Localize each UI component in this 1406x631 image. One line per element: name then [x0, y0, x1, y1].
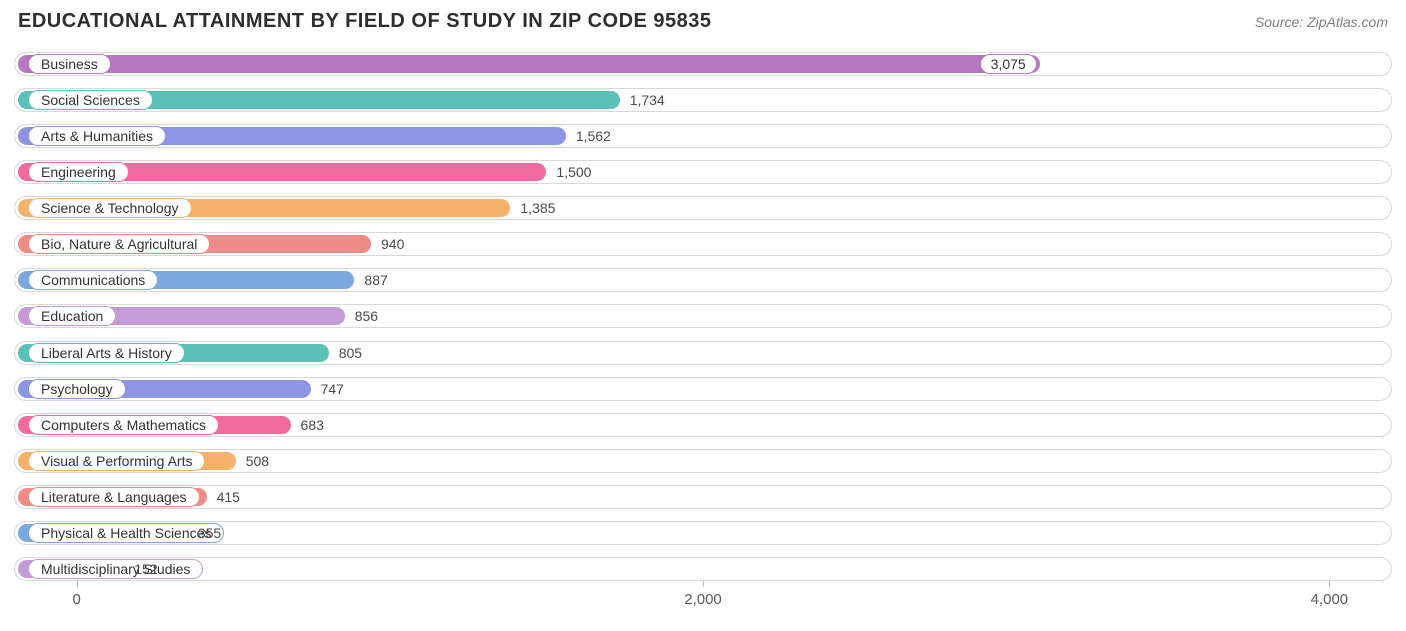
bar-value-label: 1,500	[556, 164, 591, 180]
bar-row: Communications 887	[14, 266, 1392, 294]
chart-x-axis: 0 2,000 4,000	[14, 583, 1392, 613]
axis-tick-label: 2,000	[684, 591, 722, 608]
bar-category-label: Arts & Humanities	[28, 126, 166, 146]
bar-category-label: Business	[28, 54, 111, 74]
chart-source: Source: ZipAtlas.com	[1255, 14, 1388, 30]
bar-value-label: 805	[339, 345, 362, 361]
axis-tick-mark	[1329, 581, 1330, 587]
bar-row: Arts & Humanities 1,562	[14, 122, 1392, 150]
bar-row: Liberal Arts & History 805	[14, 339, 1392, 367]
bar-row: Business 3,075	[14, 50, 1392, 78]
bar-category-label: Science & Technology	[28, 198, 192, 218]
bar-category-label: Education	[28, 306, 116, 326]
bar-track	[14, 557, 1392, 581]
bar-row: Physical & Health Sciences355	[14, 519, 1392, 547]
axis-tick-label: 0	[72, 591, 80, 608]
bar-row: Multidisciplinary Studies152	[14, 555, 1392, 583]
bar-value-label: 887	[364, 272, 387, 288]
bar-category-label: Computers & Mathematics	[28, 415, 219, 435]
bar-value-label: 1,734	[630, 92, 665, 108]
bar-row: Engineering 1,500	[14, 158, 1392, 186]
axis-tick-mark	[703, 581, 704, 587]
bar-value-label: 940	[381, 236, 404, 252]
axis-tick-label: 4,000	[1311, 591, 1349, 608]
bar-value-label: 747	[321, 381, 344, 397]
bar-category-label: Multidisciplinary Studies	[28, 559, 203, 579]
bar-row: Education 856	[14, 302, 1392, 330]
bar-row: Bio, Nature & Agricultural 940	[14, 230, 1392, 258]
bar-category-label: Engineering	[28, 162, 129, 182]
bar-category-label: Communications	[28, 270, 158, 290]
chart-title: EDUCATIONAL ATTAINMENT BY FIELD OF STUDY…	[18, 10, 712, 33]
bar-value-label: 152	[134, 561, 157, 577]
axis-tick-mark	[77, 581, 78, 587]
bar-value-label: 355	[198, 525, 221, 541]
bar-category-label: Social Sciences	[28, 90, 153, 110]
bar-category-label: Psychology	[28, 379, 126, 399]
bar-value-label: 508	[246, 453, 269, 469]
bar-value-label: 856	[355, 308, 378, 324]
bar-value-label: 1,562	[576, 128, 611, 144]
bar-category-label: Liberal Arts & History	[28, 343, 185, 363]
bar-category-label: Bio, Nature & Agricultural	[28, 234, 210, 254]
bar	[18, 55, 1040, 73]
bar-row: Social Sciences 1,734	[14, 86, 1392, 114]
bar-value-label: 415	[217, 489, 240, 505]
bar-value-label: 683	[301, 417, 324, 433]
bar-row: Computers & Mathematics 683	[14, 411, 1392, 439]
bar-value-label: 1,385	[520, 200, 555, 216]
bar-category-label: Literature & Languages	[28, 487, 200, 507]
bar-category-label: Physical & Health Sciences	[28, 523, 224, 543]
bar-row: Visual & Performing Arts 508	[14, 447, 1392, 475]
chart-plot: Business 3,075 Social Sciences 1,734 Arts & …	[14, 50, 1392, 613]
bar-row: Literature & Languages 415	[14, 483, 1392, 511]
bar-category-label: Visual & Performing Arts	[28, 451, 205, 471]
bar-row: Science & Technology 1,385	[14, 194, 1392, 222]
bar-value-label: 3,075	[980, 54, 1037, 74]
chart-bar-area: Business 3,075 Social Sciences 1,734 Arts & …	[14, 50, 1392, 583]
bar-row: Psychology 747	[14, 375, 1392, 403]
